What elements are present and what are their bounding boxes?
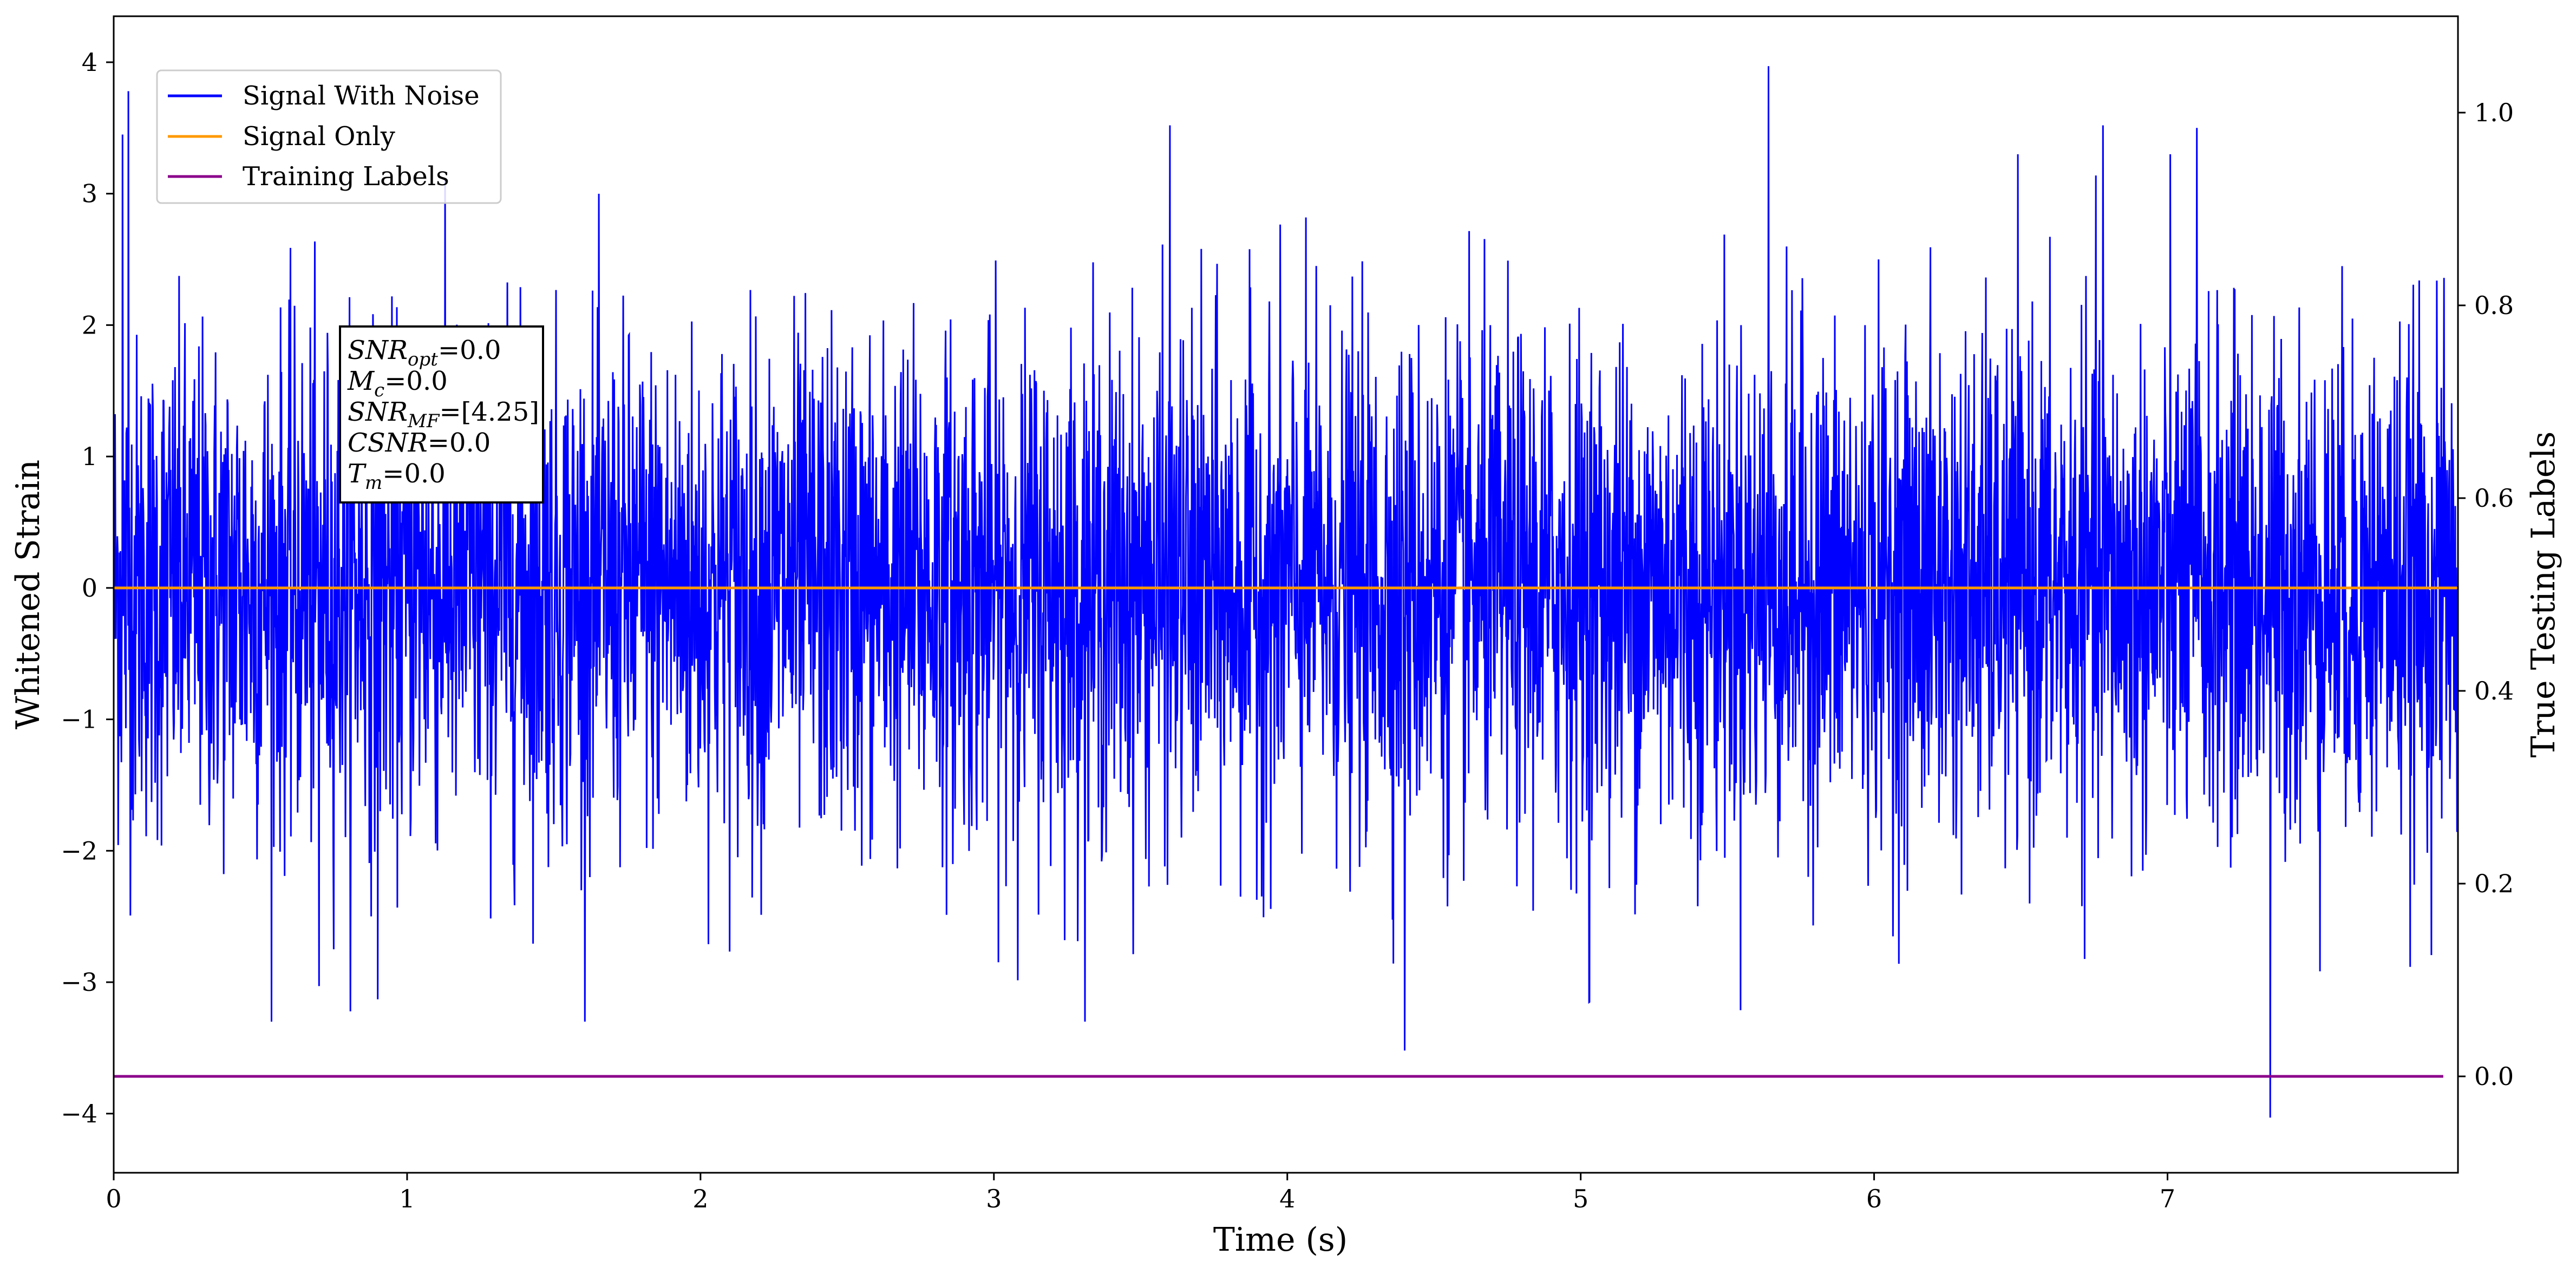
x-tick-label: 5	[1573, 1184, 1588, 1213]
signal-with-noise-series	[114, 66, 2458, 1118]
x-tick-label: 6	[1866, 1184, 1882, 1213]
y-tick-label: 2	[82, 310, 97, 339]
legend-box	[156, 69, 502, 204]
x-axis-label: Time (s)	[1213, 1221, 1348, 1259]
x-tick-label: 1	[399, 1184, 415, 1213]
legend: Signal With Noise Signal Only Training L…	[156, 69, 502, 204]
legend-label-signal-only: Signal Only	[243, 121, 395, 152]
signal-with-noise-line	[114, 66, 2458, 1118]
y-axis-label: Whitened Strain	[9, 460, 47, 729]
x-tick-label: 0	[106, 1184, 121, 1213]
y-tick-label: −1	[61, 705, 97, 734]
y-tick-label: 3	[82, 179, 97, 208]
y-tick-label: −4	[61, 1099, 97, 1128]
x-tick-label: 3	[986, 1184, 1002, 1213]
x-tick-label: 7	[2160, 1184, 2175, 1213]
plot-frame	[113, 15, 2459, 1174]
y2-axis-label: True Testing Labels	[2525, 432, 2562, 758]
x-tick-label: 2	[692, 1184, 708, 1213]
y-tick-label: −3	[61, 968, 97, 997]
y-axis-left: −4 −3 −2 −1 0 1 2 3 4	[61, 48, 114, 1128]
x-axis: 0 1 2 3 4 5 6 7	[106, 1173, 2175, 1213]
y-tick-label: 4	[82, 48, 97, 77]
legend-label-signal-with-noise: Signal With Noise	[243, 81, 480, 111]
x-tick-label: 4	[1279, 1184, 1295, 1213]
parameter-line: SNRMF=[4.25]	[348, 397, 539, 432]
y2-tick-label: 0.6	[2474, 484, 2514, 513]
y2-tick-label: 1.0	[2474, 98, 2514, 127]
y2-tick-label: 0.2	[2474, 869, 2514, 898]
y-tick-label: −2	[61, 836, 97, 865]
y-tick-label: 0	[82, 573, 97, 603]
parameter-line: Mc=0.0	[347, 366, 448, 401]
parameter-line: CSNR=0.0	[348, 428, 491, 458]
parameter-annotation-frame	[339, 325, 544, 504]
y2-tick-label: 0.8	[2474, 291, 2514, 320]
y2-tick-label: 0.4	[2474, 676, 2514, 705]
y2-tick-label: 0.0	[2474, 1062, 2514, 1091]
parameter-annotation-box: SNRopt=0.0Mc=0.0SNRMF=[4.25]CSNR=0.0Tm=0…	[339, 325, 544, 504]
parameter-line: SNRopt=0.0	[348, 335, 501, 370]
parameter-line: Tm=0.0	[348, 459, 446, 494]
y-axis-right: 0.0 0.2 0.4 0.6 0.8 1.0	[2458, 98, 2514, 1091]
y-tick-label: 1	[82, 442, 97, 471]
legend-label-training-labels: Training Labels	[243, 161, 449, 192]
